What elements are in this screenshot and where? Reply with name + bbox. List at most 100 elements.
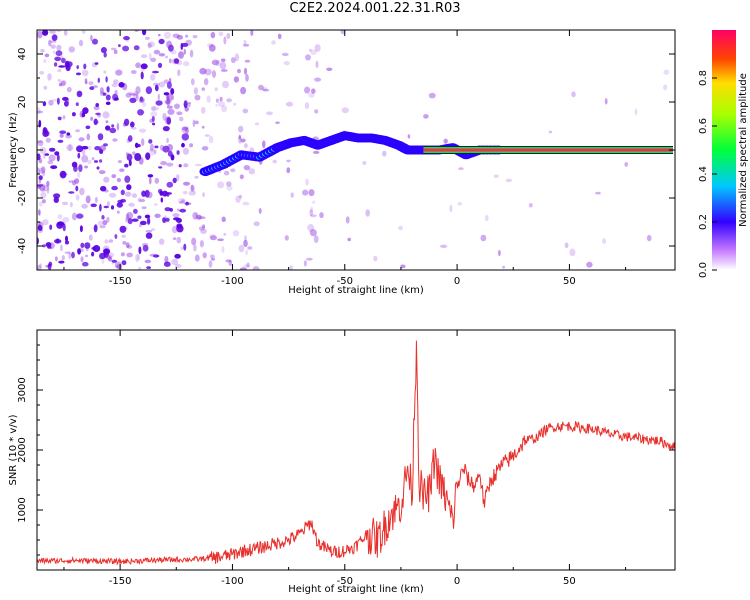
noise-speckle <box>634 108 638 116</box>
noise-speckle <box>145 229 153 233</box>
noise-speckle <box>170 153 175 157</box>
noise-speckle <box>210 257 216 261</box>
noise-speckle <box>60 80 66 87</box>
noise-speckle <box>85 195 91 204</box>
noise-speckle <box>63 30 68 36</box>
noise-speckle <box>77 171 81 179</box>
noise-speckle <box>135 86 141 95</box>
noise-speckle <box>134 153 142 161</box>
noise-speckle <box>89 86 95 91</box>
noise-speckle <box>221 105 228 113</box>
noise-speckle <box>61 254 65 261</box>
noise-speckle <box>137 253 141 261</box>
noise-speckle <box>59 130 67 134</box>
y-tick-label: 20 <box>17 96 28 109</box>
noise-speckle <box>286 159 291 163</box>
noise-speckle <box>198 216 206 220</box>
noise-speckle <box>214 87 218 92</box>
noise-speckle <box>146 191 153 199</box>
noise-speckle <box>121 234 126 238</box>
noise-speckle <box>174 253 181 259</box>
noise-speckle <box>170 154 175 161</box>
noise-speckle <box>168 58 172 64</box>
noise-speckle <box>91 251 95 257</box>
noise-speckle <box>226 98 233 103</box>
noise-speckle <box>57 97 60 105</box>
noise-speckle <box>56 30 62 33</box>
noise-speckle <box>238 125 244 133</box>
noise-speckle <box>38 178 41 184</box>
noise-speckle <box>62 216 70 223</box>
noise-speckle <box>144 189 150 198</box>
noise-speckle <box>38 221 44 229</box>
noise-speckle <box>225 259 232 263</box>
noise-speckle <box>177 69 181 77</box>
noise-speckle <box>130 126 137 130</box>
noise-speckle <box>50 44 56 49</box>
noise-speckle <box>548 130 553 134</box>
spectrogram-x-label: Height of straight line (km) <box>288 285 424 296</box>
noise-speckle <box>188 102 191 108</box>
colorbar-tick-label: 0.2 <box>698 214 709 230</box>
noise-speckle <box>38 226 43 231</box>
noise-speckle <box>176 58 180 65</box>
noise-speckle <box>76 145 84 153</box>
noise-speckle <box>120 198 127 203</box>
noise-speckle <box>165 192 172 195</box>
snr-plot-area <box>37 330 675 570</box>
noise-speckle <box>110 47 117 51</box>
noise-speckle <box>126 153 133 161</box>
noise-speckle <box>398 225 403 231</box>
noise-speckle <box>93 118 98 126</box>
noise-speckle <box>449 204 453 213</box>
noise-speckle <box>162 145 170 153</box>
noise-speckle <box>602 238 607 245</box>
noise-speckle <box>340 30 346 35</box>
noise-speckle <box>181 142 185 148</box>
colorbar-tick-label: 0.0 <box>698 262 709 278</box>
noise-speckle <box>144 259 152 264</box>
noise-speckle <box>170 50 177 55</box>
noise-speckle <box>242 108 249 114</box>
noise-speckle <box>178 201 185 204</box>
noise-speckle <box>42 244 46 248</box>
noise-speckle <box>226 32 231 40</box>
noise-speckle <box>176 223 183 229</box>
noise-speckle <box>177 197 185 204</box>
noise-speckle <box>147 174 154 178</box>
noise-speckle <box>130 93 138 96</box>
noise-speckle <box>239 267 247 270</box>
noise-speckle <box>58 65 66 68</box>
noise-speckle <box>62 223 66 232</box>
noise-speckle <box>103 52 107 58</box>
noise-speckle <box>115 69 123 76</box>
noise-speckle <box>125 92 132 98</box>
noise-speckle <box>71 161 78 168</box>
noise-speckle <box>118 82 125 88</box>
noise-speckle <box>101 215 105 220</box>
noise-speckle <box>78 137 85 142</box>
noise-speckle <box>242 43 250 47</box>
noise-speckle <box>105 76 108 83</box>
noise-speckle <box>152 70 159 74</box>
noise-speckle <box>345 216 350 224</box>
noise-speckle <box>68 143 72 152</box>
noise-speckle <box>100 185 107 192</box>
noise-speckle <box>80 256 84 263</box>
noise-speckle <box>92 245 101 252</box>
noise-speckle <box>285 101 294 107</box>
noise-speckle <box>194 254 200 262</box>
noise-speckle <box>160 197 163 203</box>
noise-speckle <box>252 266 260 270</box>
noise-speckle <box>443 138 448 144</box>
noise-speckle <box>48 99 54 106</box>
noise-speckle <box>137 266 142 270</box>
noise-speckle <box>128 159 132 166</box>
noise-speckle <box>458 167 464 171</box>
x-tick-label: -50 <box>337 276 353 287</box>
noise-speckle <box>232 230 240 237</box>
noise-speckle <box>275 121 280 124</box>
noise-speckle <box>220 58 226 62</box>
spectrogram-ticks: -150 -100 -50 0 50 -40 -20 0 20 40 <box>17 29 675 287</box>
noise-speckle <box>94 146 101 151</box>
